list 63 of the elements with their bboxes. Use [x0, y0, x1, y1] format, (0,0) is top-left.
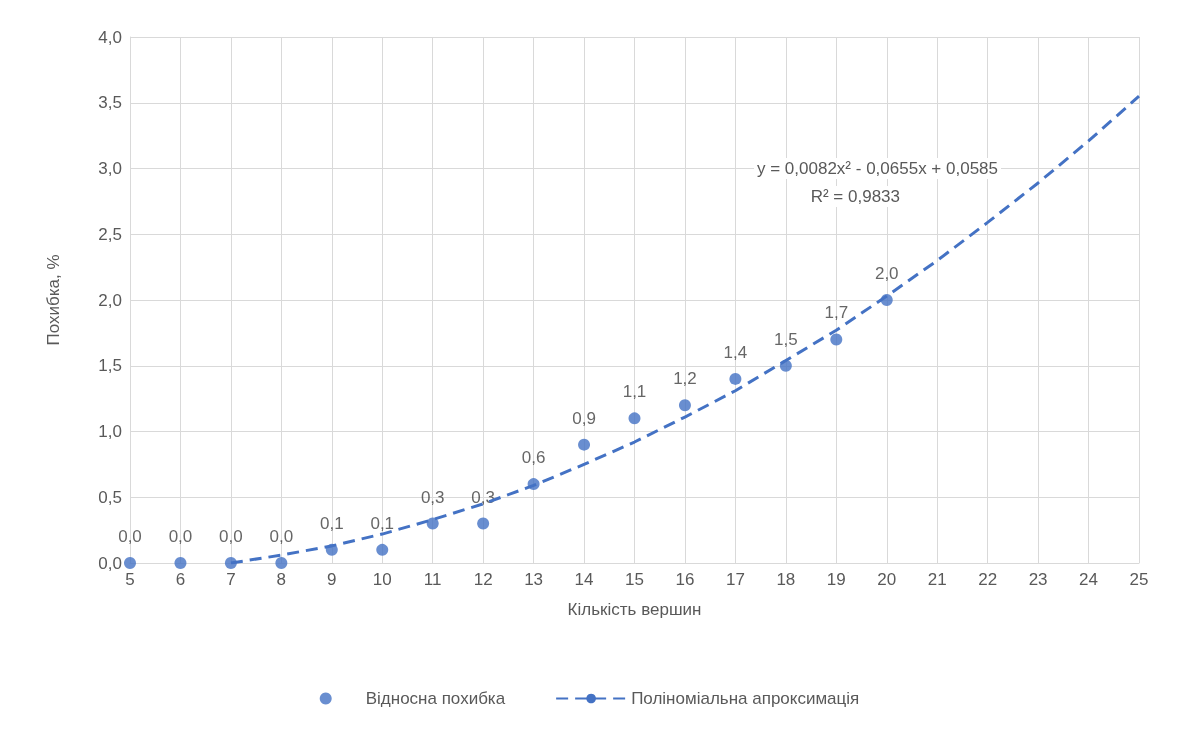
data-label: 0,3 [420, 487, 445, 507]
x-tick-label: 19 [826, 570, 846, 589]
data-label: 0,1 [319, 513, 344, 533]
y-tick-label: 3,0 [98, 159, 122, 178]
y-tick-label: 4,0 [98, 27, 122, 47]
data-label: 0,9 [572, 408, 596, 428]
point [678, 399, 691, 412]
data-label: 0,1 [370, 513, 395, 533]
x-tick-label: 17 [725, 570, 745, 589]
data-label: 0,3 [471, 487, 495, 507]
point [124, 557, 136, 569]
data-label: 0,0 [269, 527, 294, 546]
annotation: y = 0,0082x² - 0,0655x + 0,0585 [757, 159, 999, 178]
x-tick-label: 15 [625, 570, 644, 589]
y-tick-label: 1,0 [98, 422, 122, 441]
data-label: 0,0 [168, 527, 193, 546]
data-label: 1,1 [622, 382, 647, 402]
x-axis-title: Кількість вершин [567, 600, 702, 619]
x-tick-label: 10 [372, 570, 392, 589]
point [275, 557, 288, 569]
point [174, 557, 187, 569]
y-tick-label: 1,5 [98, 356, 122, 376]
x-tick-label: 14 [574, 570, 594, 589]
annotation: R² = 0,9833 [810, 187, 900, 206]
data-label: 2,0 [874, 264, 899, 283]
x-tick-label: 9 [327, 570, 337, 589]
x-tick-label: 8 [276, 570, 287, 589]
x-tick-label: 11 [423, 570, 442, 589]
data-label: 0,0 [219, 527, 243, 546]
x-tick-label: 25 [1129, 570, 1149, 589]
legend-label: Поліноміальна апроксимація [631, 689, 860, 708]
y-tick-label: 2,0 [98, 290, 122, 310]
point [830, 333, 843, 346]
y-tick-label: 3,5 [98, 93, 122, 113]
point [376, 543, 389, 556]
legend-label: Відносна похибка [365, 689, 506, 708]
x-tick-label: 12 [473, 570, 493, 589]
x-tick-label: 21 [927, 570, 947, 589]
data-label: 1,2 [673, 369, 697, 389]
x-tick-label: 22 [978, 570, 998, 589]
x-tick-label: 23 [1028, 570, 1048, 589]
x-tick-label: 20 [877, 570, 897, 589]
data-label: 0,0 [118, 527, 142, 546]
x-tick-label: 7 [226, 570, 236, 589]
data-label: 0,6 [521, 448, 546, 468]
point [628, 412, 641, 425]
x-tick-label: 18 [776, 570, 796, 589]
data-label: 1,7 [824, 303, 849, 323]
point [729, 372, 742, 385]
point [426, 517, 439, 530]
point [477, 517, 490, 530]
y-tick-label: 0,0 [98, 553, 122, 573]
x-tick-label: 13 [524, 570, 544, 589]
data-label: 1,5 [774, 329, 798, 349]
x-tick-label: 16 [675, 570, 695, 589]
data-label: 1,4 [723, 342, 748, 362]
y-tick-label: 2,5 [98, 224, 122, 244]
y-tick-label: 0,5 [98, 487, 122, 507]
x-tick-label: 5 [125, 570, 135, 589]
y-axis-title: Похибка, % [44, 254, 63, 346]
x-tick-label: 24 [1079, 570, 1099, 589]
x-tick-label: 6 [175, 570, 186, 589]
point [578, 438, 591, 451]
